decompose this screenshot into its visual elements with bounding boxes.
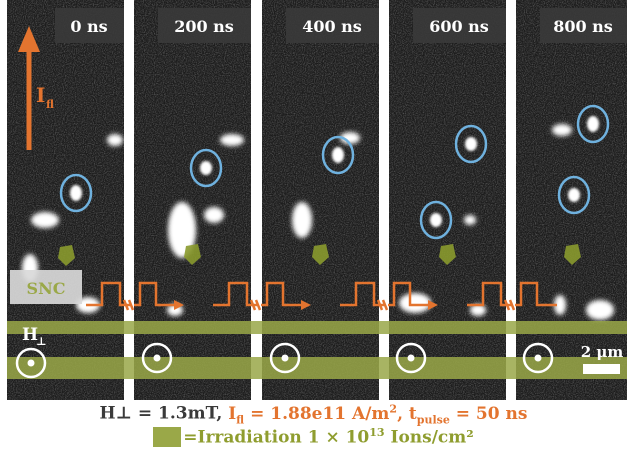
- tracking-circle: [419, 200, 453, 240]
- scale-bar-label: 2 μm: [581, 343, 624, 361]
- pinning-marker: [184, 244, 201, 265]
- dot-circle-icon: [395, 342, 427, 374]
- time-label: 800 ns: [553, 17, 613, 36]
- dot-circle-icon: [522, 342, 554, 374]
- tracking-circle: [576, 104, 610, 144]
- snc-label: SNC: [27, 279, 66, 298]
- tracking-circle: [454, 124, 488, 164]
- time-label: 0 ns: [70, 17, 107, 36]
- tracking-circle: [321, 135, 355, 175]
- pulse-arrowhead-icon: [301, 300, 311, 310]
- pinning-marker: [312, 244, 329, 265]
- svg-text:I fl: I fl: [36, 83, 54, 111]
- break-mark: [249, 299, 262, 311]
- field-label: H ⊥: [22, 325, 47, 348]
- dot-circle-icon: [15, 347, 47, 379]
- pinning-marker: [58, 245, 75, 266]
- tracking-circle: [59, 173, 93, 213]
- irradiation-band-top: [7, 321, 627, 334]
- pulse-arrowhead-icon: [174, 300, 184, 310]
- tracking-circle: [189, 148, 223, 188]
- legend-exponent: 13: [369, 426, 385, 439]
- caption-legend: =Irradiation 1 × 1013 Ions/cm²: [0, 426, 627, 448]
- tracking-circles: [59, 104, 610, 240]
- current-arrow: I fl: [18, 26, 54, 150]
- pulse-arrowhead-icon: [428, 300, 438, 310]
- pinning-marker: [564, 244, 581, 265]
- scale-bar: 2 μm: [581, 343, 624, 374]
- irradiation-band-bottom: [7, 357, 627, 379]
- skyrmions: [70, 116, 599, 227]
- pinning-marker: [439, 244, 456, 265]
- tracking-circle: [557, 175, 591, 215]
- pulse-waveform: [86, 281, 176, 307]
- arrow-head-icon: [18, 26, 40, 52]
- caption-parameters: H⊥ = 1.3mT, Ifl = 1.88e11 A/m2, tpulse =…: [0, 402, 627, 426]
- time-label: 200 ns: [174, 17, 234, 36]
- snc-label-box: SNC: [10, 270, 82, 304]
- time-label: 400 ns: [302, 17, 362, 36]
- break-mark: [376, 299, 389, 311]
- time-label: 600 ns: [429, 17, 489, 36]
- irradiation-swatch: [153, 426, 182, 447]
- pulse-waveform: [213, 281, 303, 307]
- pulse-waveform: [340, 281, 430, 307]
- irradiation-bands: [7, 321, 627, 379]
- panel-2: [134, 0, 251, 400]
- kerr-microscopy-figure: 0 ns 200 ns 400 ns 600 ns 800 ns I fl SN…: [7, 0, 627, 400]
- current-label: I: [36, 83, 45, 107]
- break-mark: [503, 299, 516, 311]
- panel-3: [262, 0, 379, 400]
- caption-field: H⊥ = 1.3mT,: [99, 403, 223, 424]
- pulse-waveforms: [86, 281, 557, 311]
- field-out-of-plane-icons: [15, 342, 554, 379]
- dot-circle-icon: [141, 342, 173, 374]
- panel-4: [389, 0, 506, 400]
- legend-unit: Ions/cm²: [384, 427, 474, 448]
- time-labels: 0 ns 200 ns 400 ns 600 ns 800 ns: [55, 8, 627, 43]
- dot-circle-icon: [269, 342, 301, 374]
- pulse-waveform: [467, 281, 557, 307]
- caption-current: Ifl = 1.88e11 A/m2, tpulse = 50 ns: [228, 402, 528, 427]
- pulse-arrowheads: [174, 300, 438, 310]
- pinning-markers: [58, 244, 581, 266]
- break-mark: [122, 299, 135, 311]
- legend-text: =Irradiation 1 × 10: [183, 427, 370, 448]
- current-label-sub: fl: [46, 98, 54, 111]
